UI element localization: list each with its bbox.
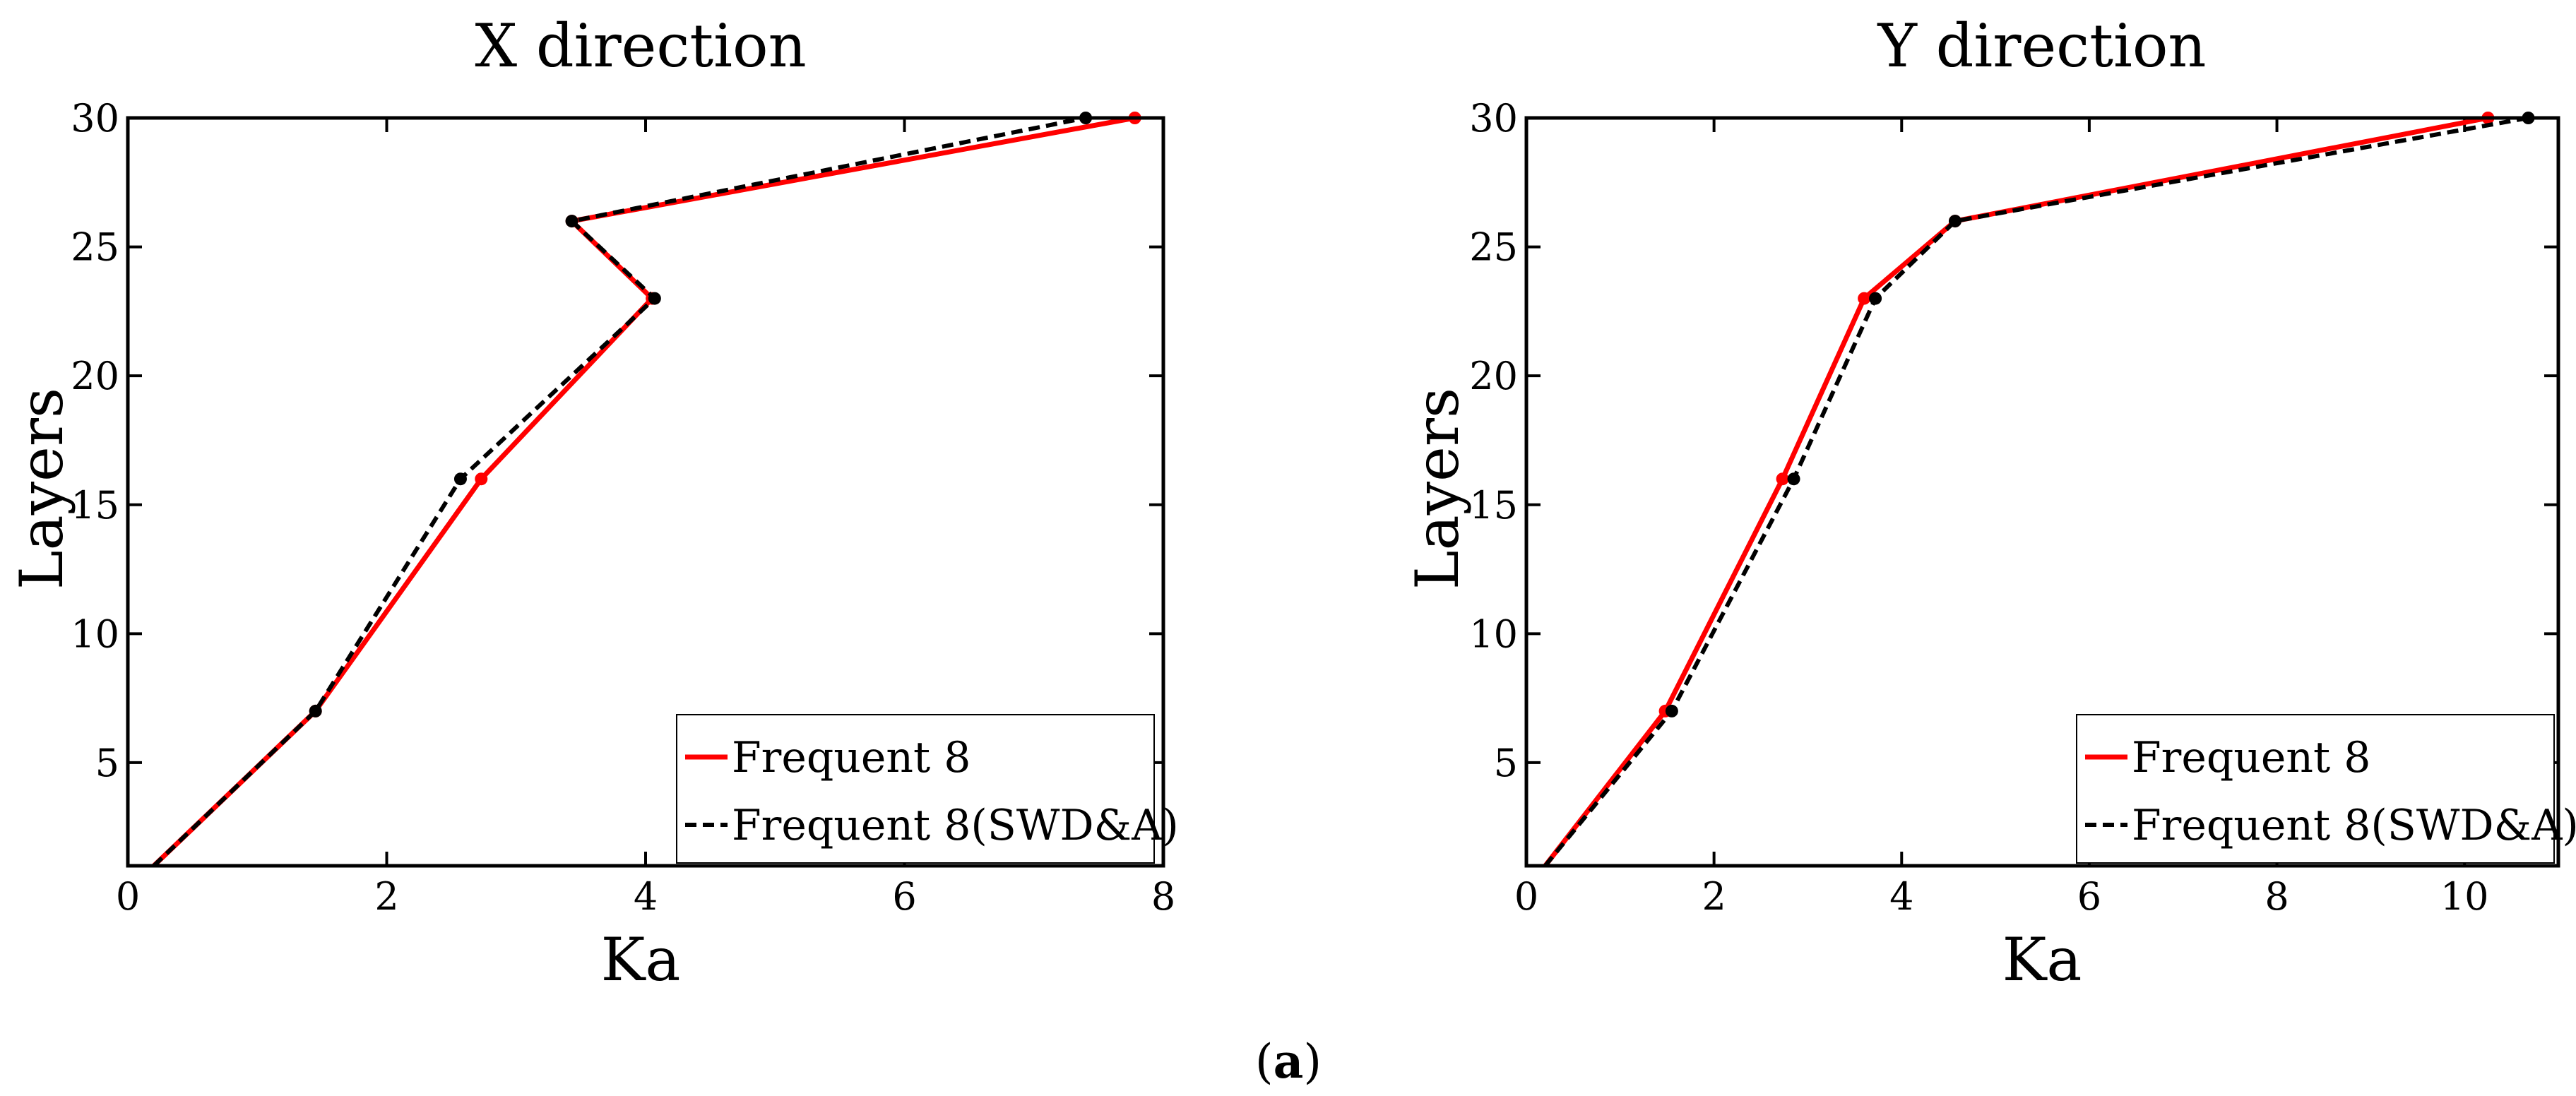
legend-label-frequent-8-swda: Frequent 8(SWD&A) — [732, 801, 1179, 850]
chart-y-direction: Y direction Ka Layers 0 2 4 6 8 10 5 10 15 20 25 30… — [1403, 11, 2576, 994]
y-tick-label: 10 — [1469, 612, 1518, 656]
data-point — [1869, 292, 1882, 305]
data-point — [1948, 215, 1961, 228]
chart-x-direction: X direction Ka Layers 0 2 4 6 8 5 10 15 20 25 30 F… — [7, 11, 1179, 994]
x-tick-label: 0 — [1514, 874, 1538, 919]
legend: Frequent 8 Frequent 8(SWD&A) — [2076, 714, 2576, 864]
x-axis-label: Ka — [601, 925, 681, 994]
tick-labels: 0 2 4 6 8 10 5 10 15 20 25 30 — [1469, 96, 2488, 919]
y-axis-label: Layers — [7, 388, 76, 590]
x-tick-label: 0 — [116, 874, 140, 919]
y-tick-label: 20 — [71, 354, 119, 398]
y-tick-label: 20 — [1469, 354, 1518, 398]
y-tick-label: 25 — [1469, 225, 1518, 270]
data-point — [453, 472, 467, 486]
plot-frame — [1524, 116, 2560, 868]
y-tick-label: 15 — [1469, 483, 1518, 528]
series-line-frequent-8 — [1543, 115, 2489, 868]
chart-title: Y direction — [1877, 11, 2207, 81]
data-point — [309, 704, 322, 717]
y-tick-label: 5 — [1494, 741, 1518, 785]
x-tick-label: 4 — [1889, 874, 1913, 919]
data-point — [1787, 472, 1800, 486]
data-point — [565, 215, 578, 228]
data-point — [1858, 292, 1871, 305]
x-tick-label: 10 — [2440, 874, 2489, 919]
series-layer — [1543, 112, 2535, 868]
y-tick-label: 30 — [1469, 96, 1518, 141]
y-tick-label: 15 — [71, 483, 119, 528]
legend-box — [676, 714, 1155, 864]
caption-letter: a — [1274, 1034, 1304, 1089]
chart-title: X direction — [475, 11, 806, 81]
x-axis-label: Ka — [2002, 925, 2082, 994]
y-tick-label: 10 — [71, 612, 119, 656]
legend-label-frequent-8: Frequent 8 — [732, 733, 971, 782]
data-point — [1776, 472, 1789, 486]
x-tick-label: 2 — [1702, 874, 1726, 919]
x-tick-label: 6 — [892, 874, 916, 919]
series-line-frequent-8-swda — [1543, 116, 2529, 867]
data-point — [475, 472, 488, 486]
legend: Frequent 8 Frequent 8(SWD&A) — [676, 714, 1179, 864]
caption-close-paren: ) — [1303, 1035, 1322, 1089]
y-tick-label: 5 — [95, 741, 119, 785]
caption-open-paren: ( — [1255, 1035, 1274, 1089]
legend-label-frequent-8-swda: Frequent 8(SWD&A) — [2132, 801, 2576, 850]
legend-label-frequent-8: Frequent 8 — [2132, 733, 2370, 782]
data-point — [1665, 704, 1678, 717]
y-axis-label: Layers — [1403, 388, 1472, 590]
x-tick-label: 8 — [2265, 874, 2289, 919]
series-line-frequent-8-swda — [152, 116, 1086, 868]
data-point — [648, 292, 661, 305]
series-layer — [152, 112, 1141, 868]
x-tick-label: 2 — [374, 874, 398, 919]
x-tick-label: 8 — [1151, 874, 1175, 919]
tick-labels: 0 2 4 6 8 5 10 15 20 25 30 — [71, 96, 1175, 919]
legend-box — [2076, 714, 2555, 864]
plot-frame — [126, 116, 1165, 868]
x-tick-label: 6 — [2077, 874, 2101, 919]
y-tick-label: 25 — [71, 225, 119, 270]
x-tick-label: 4 — [634, 874, 658, 919]
y-tick-label: 30 — [71, 96, 119, 141]
figure-caption: (a) — [1255, 1034, 1322, 1089]
